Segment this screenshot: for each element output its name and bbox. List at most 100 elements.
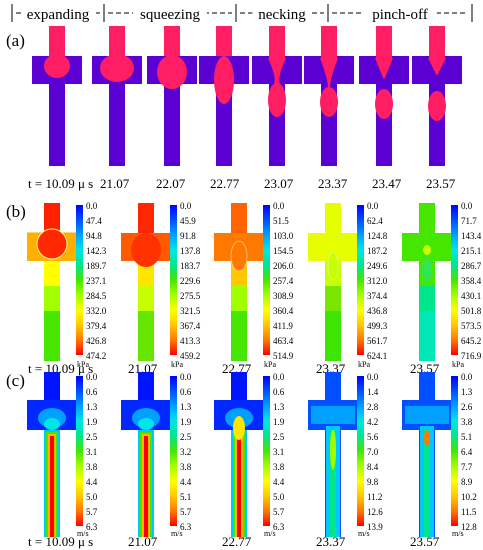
colorbar-tick: 275.5	[180, 291, 201, 301]
colorbar-tick: 8.4	[367, 462, 379, 472]
colorbar-tick: 367.4	[180, 321, 201, 331]
time-label: 23.37	[318, 176, 348, 191]
row-a-time-labels: t = 10.09 μ s 21.07 22.07 22.77 23.07 23.37 23…	[28, 176, 456, 191]
colorbar-tick: 0.0	[367, 201, 379, 211]
phase-label-necking: necking	[258, 7, 306, 23]
velocity-colorbar	[170, 376, 177, 526]
colorbar-tick: 312.0	[367, 276, 388, 286]
colorbar-tick: 360.4	[273, 306, 294, 316]
colorbar-tick: 103.0	[273, 231, 294, 241]
pressure-colorbar	[170, 205, 177, 355]
colorbar-unit: m/s	[358, 529, 370, 538]
colorbar-tick: 459.2	[180, 351, 200, 361]
colorbar-tick: 0.0	[180, 201, 192, 211]
colorbar-tick: 11.5	[461, 507, 477, 517]
colorbar-tick: 0.6	[180, 387, 192, 397]
colorbar-tick: 716.9	[461, 351, 482, 361]
colorbar-tick: 206.0	[273, 261, 294, 271]
row-b-pressure-fields: 0.0 47.4 94.8 142.3 189.7 237.1 284.5 332.0 379.…	[27, 201, 482, 369]
colorbar-tick: 5.0	[86, 492, 98, 502]
colorbar-tick: 0.0	[180, 372, 192, 382]
colorbar-tick: 6.4	[461, 447, 473, 457]
time-label: 21.07	[128, 534, 158, 549]
colorbar-tick: 413.3	[180, 336, 201, 346]
pressure-colorbar	[451, 205, 458, 355]
colorbar-tick: 7.0	[367, 447, 379, 457]
colorbar-tick: 499.3	[367, 321, 388, 331]
colorbar-tick: 501.8	[461, 306, 482, 316]
colorbar-tick: 284.5	[86, 291, 107, 301]
velocity-field: 0.0 1.3 2.6 3.8 5.1 6.4 7.7 8.9 10.2 11.5 12.8m/s	[402, 372, 477, 538]
colorbar-tick: 189.7	[86, 261, 107, 271]
colorbar-tick: 3.1	[86, 447, 97, 457]
colorbar-tick: 4.4	[180, 477, 192, 487]
colorbar-tick: 71.7	[461, 216, 477, 226]
colorbar-tick: 1.9	[86, 417, 98, 427]
colorbar-tick: 124.8	[367, 231, 388, 241]
colorbar-tick: 137.8	[180, 246, 201, 256]
colorbar-tick: 1.4	[367, 387, 379, 397]
colorbar-tick: 6.3	[86, 522, 98, 532]
colorbar-tick: 286.7	[461, 261, 482, 271]
velocity-field: 0.0 0.6 1.3 1.9 2.5 3.1 3.8 4.4 5.0 5.7 6.3m/s	[27, 372, 98, 538]
colorbar-tick: 463.4	[273, 336, 294, 346]
colorbar-unit: m/s	[264, 529, 276, 538]
colorbar-tick: 3.8	[86, 462, 98, 472]
droplet-snapshot	[32, 26, 82, 166]
colorbar-tick: 5.7	[273, 507, 285, 517]
colorbar-tick: 0.0	[367, 372, 379, 382]
colorbar-tick: 5.6	[367, 432, 379, 442]
time-label: 23.37	[316, 534, 346, 549]
colorbar-tick: 6.3	[180, 522, 192, 532]
colorbar-tick: 3.8	[461, 417, 473, 427]
time-label: 23.57	[426, 176, 456, 191]
pressure-field: 0.0 45.9 91.8 137.8 183.7 229.6 275.5 321.5 367.…	[121, 201, 201, 369]
droplet-snapshot	[304, 26, 354, 166]
colorbar-tick: 215.1	[461, 246, 481, 256]
colorbar-tick: 94.8	[86, 231, 102, 241]
colorbar-tick: 374.4	[367, 291, 388, 301]
colorbar-tick: 62.4	[367, 216, 383, 226]
colorbar-unit: m/s	[452, 529, 464, 538]
phase-label-bg	[252, 3, 312, 21]
colorbar-tick: 514.9	[273, 351, 294, 361]
time-label: 23.07	[264, 176, 294, 191]
colorbar-tick: 624.1	[367, 351, 387, 361]
colorbar-tick: 47.4	[86, 216, 102, 226]
colorbar-tick: 379.4	[86, 321, 107, 331]
colorbar-tick: 91.8	[180, 231, 196, 241]
colorbar-tick: 6.3	[273, 522, 285, 532]
colorbar-unit: m/s	[171, 529, 183, 538]
colorbar-tick: 13.9	[367, 522, 383, 532]
colorbar-tick: 3.1	[273, 447, 284, 457]
colorbar-tick: 2.5	[273, 432, 285, 442]
time-label: 23.57	[410, 534, 440, 549]
pressure-field: 0.0 62.4 124.8 187.2 249.6 312.0 374.4 436.8 499…	[308, 201, 388, 369]
colorbar-tick: 0.0	[273, 201, 285, 211]
colorbar-tick: 321.5	[180, 306, 201, 316]
colorbar-tick: 249.6	[367, 261, 388, 271]
phase-label-squeezing: squeezing	[140, 7, 200, 23]
colorbar-tick: 5.1	[180, 492, 191, 502]
velocity-field: 0.0 1.4 2.8 4.2 5.6 7.0 8.4 9.8 11.2 12.6 13.9m/s	[308, 372, 383, 538]
colorbar-tick: 3.8	[273, 462, 285, 472]
time-label: 22.77	[210, 176, 240, 191]
panel-label-b: (b)	[6, 202, 26, 221]
time-label: 22.77	[222, 534, 252, 549]
colorbar-tick: 474.2	[86, 351, 106, 361]
phase-label-bg	[133, 3, 207, 21]
velocity-colorbar	[263, 376, 270, 526]
colorbar-tick: 0.6	[86, 387, 98, 397]
droplet-snapshot	[252, 26, 302, 166]
droplet-snapshot	[412, 26, 462, 166]
pressure-field: 0.0 71.7 143.4 215.1 286.7 358.4 430.1 501.8 573…	[402, 201, 482, 369]
phase-header: expanding squeezing necking pinch-off	[11, 3, 473, 23]
colorbar-tick: 0.0	[86, 372, 98, 382]
phase-label-expanding: expanding	[27, 7, 90, 23]
colorbar-tick: 430.1	[461, 291, 481, 301]
colorbar-tick: 5.7	[180, 507, 192, 517]
colorbar-tick: 1.3	[180, 402, 192, 412]
pressure-field: 0.0 51.5 103.0 154.5 206.0 257.4 308.9 360.4 411…	[214, 201, 294, 369]
colorbar-tick: 7.7	[461, 462, 473, 472]
colorbar-tick: 332.0	[86, 306, 107, 316]
